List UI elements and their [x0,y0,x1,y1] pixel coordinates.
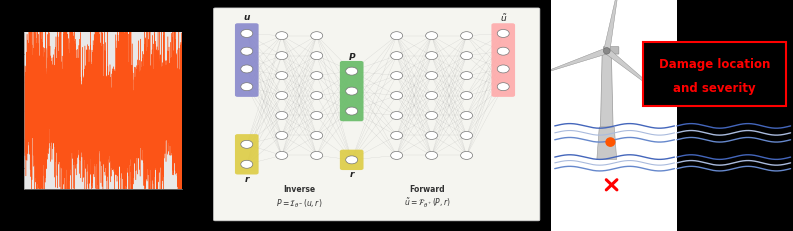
FancyBboxPatch shape [235,134,259,174]
Circle shape [461,72,473,79]
FancyBboxPatch shape [213,8,540,221]
Circle shape [311,32,323,40]
Circle shape [311,91,323,100]
Circle shape [241,30,253,37]
Circle shape [497,65,509,73]
Circle shape [461,112,473,119]
Circle shape [276,112,288,119]
Polygon shape [605,49,657,91]
Circle shape [311,112,323,119]
Circle shape [311,131,323,140]
Circle shape [311,152,323,159]
Text: Inverse: Inverse [283,185,316,194]
Circle shape [241,65,253,73]
Circle shape [461,131,473,140]
Polygon shape [600,53,613,127]
Circle shape [276,72,288,79]
Circle shape [346,67,358,75]
Circle shape [391,152,403,159]
Text: P: P [348,53,355,62]
Circle shape [497,83,509,91]
X-axis label: time (s): time (s) [86,205,121,214]
Circle shape [241,140,253,148]
Polygon shape [603,0,619,51]
Polygon shape [546,48,608,73]
Text: Forward: Forward [410,185,446,194]
Circle shape [346,156,358,164]
Bar [551,0,677,231]
Circle shape [276,52,288,60]
Text: Damage location: Damage location [659,58,770,71]
Circle shape [391,52,403,60]
Circle shape [391,91,403,100]
Circle shape [605,137,615,147]
Circle shape [311,52,323,60]
Circle shape [276,91,288,100]
Bar [643,42,786,106]
Circle shape [391,32,403,40]
FancyBboxPatch shape [340,150,363,170]
Circle shape [346,107,358,115]
Circle shape [426,52,438,60]
Circle shape [391,112,403,119]
Circle shape [497,47,509,55]
Text: $\tilde{u}$: $\tilde{u}$ [500,12,507,24]
Text: and severity: and severity [673,82,756,95]
Circle shape [461,91,473,100]
Circle shape [461,32,473,40]
Circle shape [276,131,288,140]
Circle shape [346,87,358,95]
Text: u: u [243,13,250,22]
Circle shape [426,91,438,100]
FancyBboxPatch shape [235,23,259,97]
FancyBboxPatch shape [492,23,515,97]
Circle shape [276,32,288,40]
Circle shape [426,32,438,40]
Circle shape [311,72,323,79]
FancyBboxPatch shape [603,47,619,54]
FancyBboxPatch shape [340,61,363,121]
Circle shape [241,83,253,91]
Circle shape [426,112,438,119]
Circle shape [241,47,253,55]
Circle shape [461,52,473,60]
Circle shape [497,30,509,37]
Text: r: r [350,170,354,179]
Circle shape [426,131,438,140]
Text: $P = \mathcal{I}_{\theta^-}(u, r)$: $P = \mathcal{I}_{\theta^-}(u, r)$ [276,198,323,210]
Circle shape [603,48,610,54]
Circle shape [391,131,403,140]
Circle shape [461,152,473,159]
Circle shape [241,160,253,168]
Circle shape [276,152,288,159]
Circle shape [426,72,438,79]
Polygon shape [597,127,617,159]
Text: r: r [244,175,249,184]
Circle shape [426,152,438,159]
Text: $\tilde{u} = \mathcal{F}_{\theta^+}(P, r)$: $\tilde{u} = \mathcal{F}_{\theta^+}(P, r… [404,197,451,210]
Circle shape [391,72,403,79]
